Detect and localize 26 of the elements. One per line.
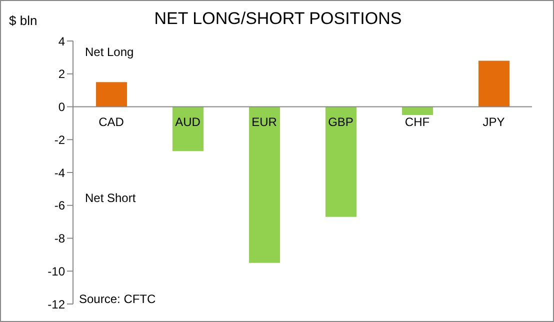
chart-title: NET LONG/SHORT POSITIONS	[154, 9, 402, 28]
x-tick-label: CHF	[404, 114, 430, 129]
y-tick-label: -6	[54, 198, 66, 213]
y-tick-label: 4	[58, 34, 66, 48]
annotation: Source: CFTC	[79, 292, 156, 306]
x-tick-label: GBP	[328, 114, 354, 129]
annotation: Net Short	[85, 191, 136, 205]
y-axis-title: $ bln	[9, 13, 38, 28]
bar	[249, 106, 280, 263]
y-tick-label: -8	[54, 232, 66, 246]
y-tick-label: -10	[48, 264, 66, 278]
x-tick-label: AUD	[175, 114, 201, 129]
y-tick-label: -12	[48, 297, 66, 312]
bar	[402, 106, 433, 115]
bar	[96, 82, 127, 107]
bar	[172, 106, 204, 152]
x-tick-label: JPY	[482, 114, 505, 129]
y-tick-label: -2	[54, 132, 66, 147]
x-tick-label: CAD	[98, 114, 124, 129]
y-tick-label: 2	[58, 67, 66, 82]
bar	[478, 60, 510, 107]
y-tick-label: 0	[58, 100, 66, 114]
bar	[326, 106, 356, 217]
x-tick-label: EUR	[252, 114, 278, 129]
y-tick-label: -4	[54, 166, 66, 180]
annotation: Net Long	[85, 45, 134, 59]
